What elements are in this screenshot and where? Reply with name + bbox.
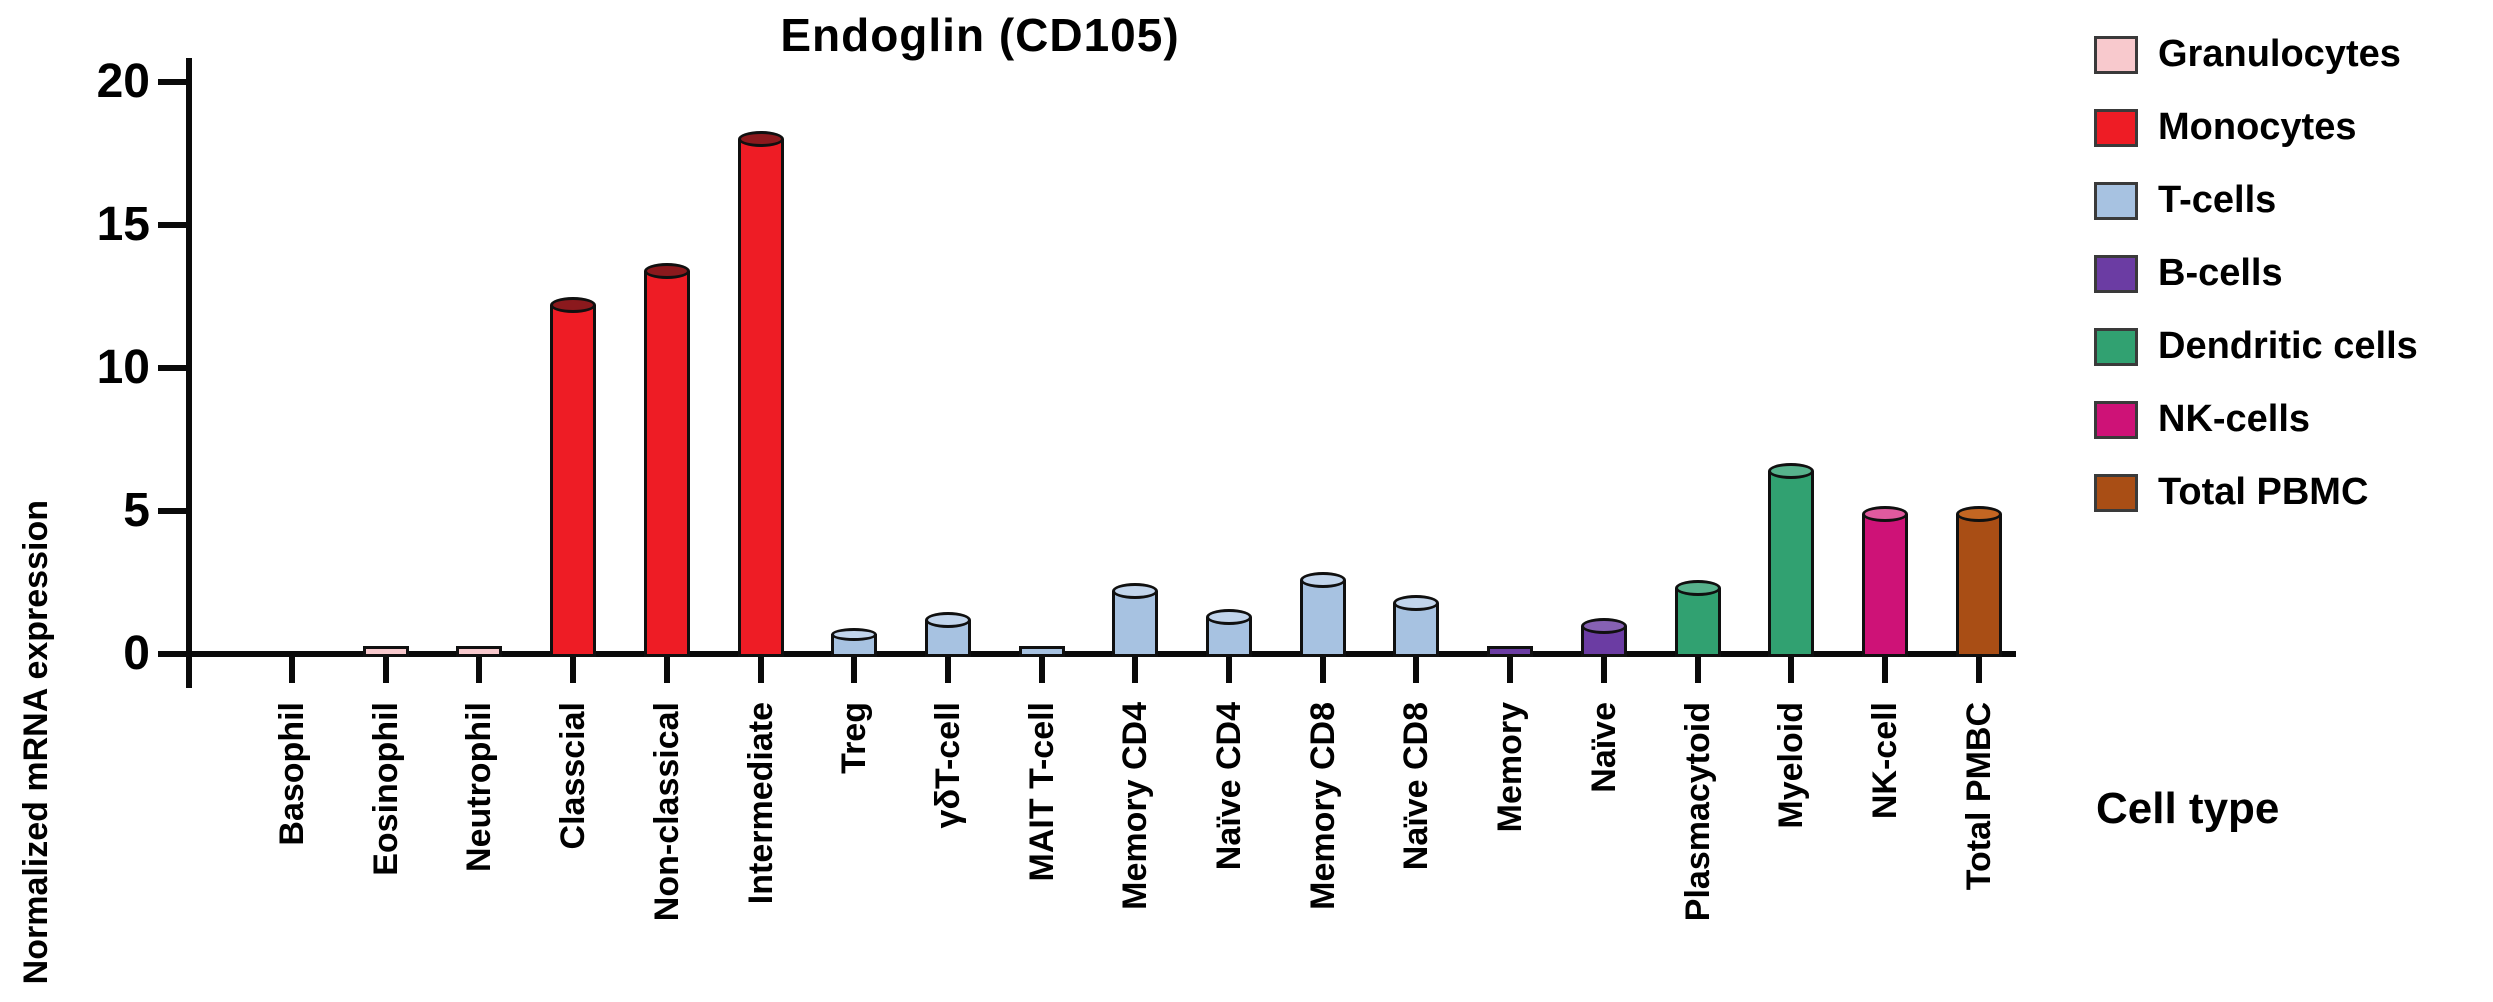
- x-tick-14: [1600, 657, 1607, 683]
- y-tick-label-20: 20: [96, 55, 150, 108]
- y-axis-title: Normalized mRNA expression: [17, 500, 55, 985]
- x-tick-2: [476, 657, 483, 683]
- x-tick-9: [1132, 657, 1139, 683]
- x-tick-18: [1975, 657, 1982, 683]
- x-label-Total PMBC: Total PMBC: [1959, 702, 1998, 891]
- x-tick-11: [1319, 657, 1326, 683]
- legend-swatch-Dendritic cells: [2094, 328, 2138, 366]
- x-tick-3: [570, 657, 577, 683]
- legend-swatch-Monocytes: [2094, 109, 2138, 147]
- x-label-NK-cell: NK-cell: [1865, 702, 1904, 820]
- legend-swatch-NK-cells: [2094, 401, 2138, 439]
- bar-top-Memory CD4: [1112, 583, 1159, 599]
- legend-label-B-cells: B-cells: [2158, 252, 2283, 294]
- bar-top-Naïve CD4: [1206, 609, 1252, 625]
- x-label-γδT-cell: γδT-cell: [928, 702, 967, 829]
- x-tick-15: [1694, 657, 1701, 683]
- legend-swatch-Total PBMC: [2094, 474, 2138, 512]
- y-tick-label-0: 0: [123, 627, 150, 680]
- y-tick-5: [158, 508, 192, 514]
- bar-top-Classcial: [550, 297, 597, 313]
- x-tick-12: [1413, 657, 1420, 683]
- bar-top-Treg: [831, 627, 878, 641]
- x-label-Intermediate: Intermediate: [741, 702, 780, 905]
- bar-Total PMBC: [1955, 514, 2002, 657]
- bar-Memory: [1487, 646, 1534, 657]
- bar-top-Myeloid: [1768, 463, 1815, 479]
- bar-Non-classical: [643, 271, 690, 657]
- x-tick-10: [1226, 657, 1232, 683]
- y-tick-label-10: 10: [96, 341, 150, 394]
- bar-top-Intermediate: [737, 131, 784, 147]
- bar-Memory CD4: [1112, 591, 1159, 657]
- bar-MAIT T-cell: [1018, 646, 1065, 657]
- bar-top-Non-classical: [643, 263, 690, 279]
- x-tick-8: [1038, 657, 1045, 683]
- x-label-Treg: Treg: [835, 702, 874, 774]
- y-tick-0: [158, 651, 192, 657]
- bar-Memory CD8: [1299, 580, 1346, 657]
- x-label-Basophil: Basophil: [273, 702, 311, 846]
- bar-Naïve CD8: [1393, 603, 1440, 657]
- x-label-Memory: Memory: [1491, 702, 1530, 833]
- x-label-Memory CD8: Memory CD8: [1303, 702, 1342, 910]
- x-label-Naïve: Naïve: [1584, 702, 1623, 793]
- x-axis-caption: Cell type: [2096, 784, 2280, 833]
- x-label-Naïve CD8: Naïve CD8: [1397, 702, 1436, 871]
- x-label-Eosinophil: Eosinophil: [366, 702, 405, 876]
- x-tick-16: [1788, 657, 1795, 683]
- legend-swatch-Granulocytes: [2094, 36, 2138, 74]
- x-tick-6: [851, 657, 858, 683]
- bar-top-Naïve CD8: [1393, 595, 1440, 611]
- legend-label-Dendritic cells: Dendritic cells: [2158, 325, 2418, 367]
- y-tick-label-5: 5: [123, 484, 150, 537]
- x-tick-7: [944, 657, 951, 683]
- x-label-Classcial: Classcial: [554, 702, 593, 850]
- x-label-Naïve CD4: Naïve CD4: [1210, 702, 1248, 871]
- x-label-Memory CD4: Memory CD4: [1116, 702, 1155, 910]
- y-tick-15: [158, 222, 192, 228]
- x-label-Neutrophil: Neutrophil: [460, 702, 499, 872]
- bar-NK-cell: [1861, 514, 1908, 657]
- bar-top-Memory CD8: [1299, 572, 1346, 588]
- bar-Classcial: [550, 305, 597, 657]
- x-tick-1: [382, 657, 389, 683]
- x-label-Plasmacytoid: Plasmacytoid: [1678, 702, 1717, 922]
- legend-label-T-cells: T-cells: [2158, 179, 2277, 221]
- bar-Intermediate: [737, 139, 784, 657]
- legend-swatch-T-cells: [2094, 182, 2138, 220]
- bar-top-Plasmacytoid: [1674, 580, 1721, 596]
- y-axis-line: [186, 58, 192, 688]
- chart-title: Endoglin (CD105): [780, 9, 1180, 61]
- legend-label-Granulocytes: Granulocytes: [2158, 33, 2401, 75]
- bar-Myeloid: [1768, 471, 1815, 657]
- bar-Neutrophil: [456, 646, 503, 657]
- legend-label-NK-cells: NK-cells: [2158, 398, 2311, 440]
- legend-label-Monocytes: Monocytes: [2158, 106, 2357, 148]
- bar-Eosinophil: [362, 646, 409, 657]
- y-tick-10: [158, 365, 192, 371]
- bar-top-γδT-cell: [924, 612, 971, 628]
- bar-top-Naïve: [1580, 618, 1627, 634]
- x-tick-5: [757, 657, 764, 683]
- x-tick-13: [1507, 657, 1514, 683]
- x-label-Myeloid: Myeloid: [1772, 702, 1811, 829]
- legend-label-Total PBMC: Total PBMC: [2158, 471, 2369, 513]
- y-tick-20: [158, 79, 192, 85]
- legend-swatch-B-cells: [2094, 255, 2138, 293]
- x-label-MAIT T-cell: MAIT T-cell: [1022, 702, 1061, 882]
- bar-top-Total PMBC: [1955, 506, 2002, 522]
- x-axis-line: [158, 651, 2016, 657]
- bar-Plasmacytoid: [1674, 588, 1721, 657]
- x-tick-4: [663, 657, 670, 683]
- bar-top-NK-cell: [1861, 506, 1908, 522]
- x-label-Non-classical: Non-classical: [647, 702, 686, 922]
- x-tick-0: [289, 657, 295, 683]
- y-tick-label-15: 15: [96, 198, 150, 251]
- x-tick-17: [1881, 657, 1888, 683]
